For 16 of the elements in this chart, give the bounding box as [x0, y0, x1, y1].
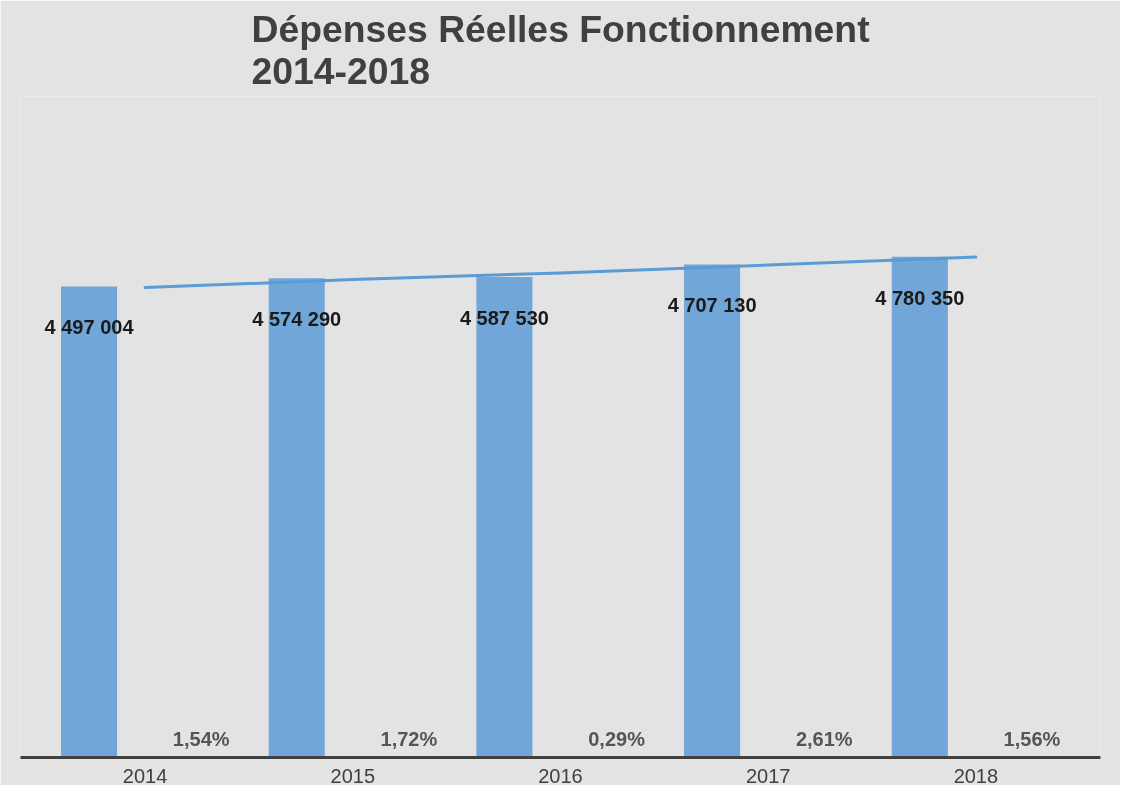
x-tick-label: 2017	[745, 764, 791, 787]
x-tick-label: 2018	[953, 764, 999, 787]
annotation: 1,56%	[1003, 727, 1061, 750]
data-label: 4 497 004	[44, 316, 135, 339]
x-tick-label: 2014	[122, 764, 168, 787]
data-label: 4 780 350	[875, 286, 965, 309]
annotation: 1,54%	[172, 727, 230, 750]
chart-title: Dépenses Réelles Fonctionnement 2014-2018	[251, 7, 870, 92]
data-label: 4 707 130	[667, 294, 757, 317]
annotation: 0,29%	[588, 727, 646, 750]
annotation: 1,72%	[380, 727, 438, 750]
annotation: 2,61%	[795, 727, 853, 750]
x-tick-label: 2015	[330, 764, 376, 787]
data-label: 4 587 530	[459, 306, 549, 329]
x-tick-label: 2016	[538, 764, 583, 787]
data-label: 4 574 290	[252, 308, 342, 331]
